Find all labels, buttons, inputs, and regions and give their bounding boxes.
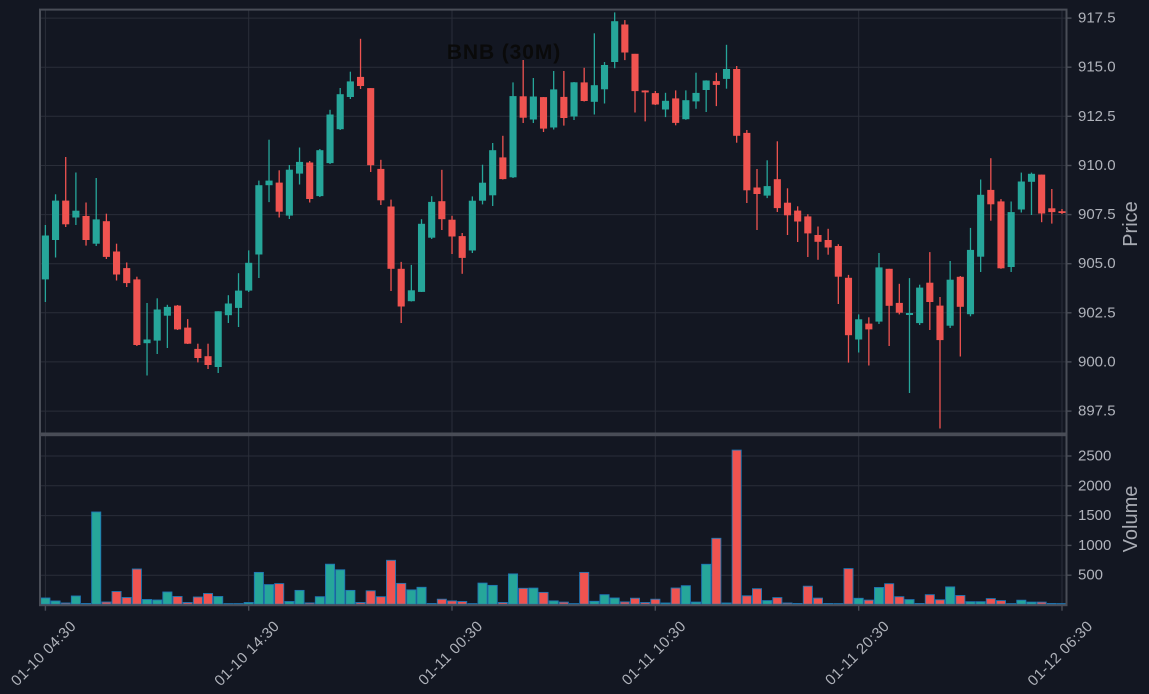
svg-text:897.5: 897.5 xyxy=(1078,403,1116,420)
svg-text:912.5: 912.5 xyxy=(1078,108,1116,125)
svg-text:907.5: 907.5 xyxy=(1078,206,1116,223)
svg-text:917.5: 917.5 xyxy=(1078,10,1116,27)
svg-text:1000: 1000 xyxy=(1078,537,1111,554)
svg-text:915.0: 915.0 xyxy=(1078,59,1116,76)
svg-text:900.0: 900.0 xyxy=(1078,353,1116,370)
svg-text:BNB (30M): BNB (30M) xyxy=(447,41,561,64)
svg-text:Price: Price xyxy=(1120,201,1142,247)
svg-text:910.0: 910.0 xyxy=(1078,157,1116,174)
svg-text:1500: 1500 xyxy=(1078,507,1111,524)
svg-text:2500: 2500 xyxy=(1078,448,1111,465)
svg-text:500: 500 xyxy=(1078,567,1103,584)
svg-text:2000: 2000 xyxy=(1078,477,1111,494)
svg-text:902.5: 902.5 xyxy=(1078,304,1116,321)
svg-text:905.0: 905.0 xyxy=(1078,255,1116,272)
svg-text:Volume: Volume xyxy=(1120,486,1142,553)
